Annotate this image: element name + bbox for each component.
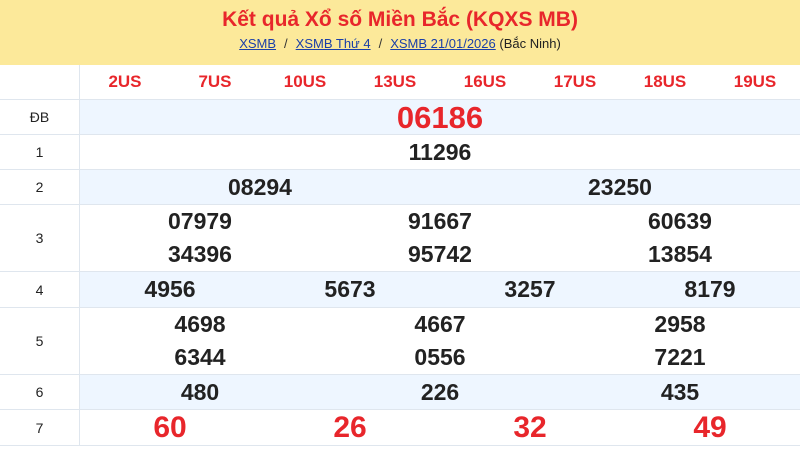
prize-label: 5	[0, 308, 80, 374]
prize-row: 4 4956 5673 3257 8179	[0, 272, 800, 308]
prize-code: 16US	[463, 72, 507, 91]
prize-code: 17US	[553, 72, 597, 91]
prize-number: 60	[153, 410, 187, 444]
prize-number: 34396	[168, 241, 232, 267]
prize-number: 3257	[504, 276, 556, 302]
prize-row: 5 4698 4667 2958 6344 0556 7221	[0, 308, 800, 375]
prize-number: 4698	[174, 311, 226, 337]
prize-number: 0556	[414, 344, 466, 370]
breadcrumb: XSMB / XSMB Thứ 4/XSMB 21/01/2026 (Bắc Nin…	[239, 36, 561, 51]
crumb-xsmb-thu4[interactable]: XSMB Thứ 4	[295, 36, 371, 51]
page-title: Kết quả Xổ số Miền Bắc (KQXS MB)	[222, 8, 578, 31]
crumb-xsmb[interactable]: XSMB	[239, 36, 277, 51]
prize-number: 13854	[648, 241, 712, 267]
prize-label: 4	[0, 272, 80, 307]
prize-number: 2958	[654, 311, 706, 337]
prize-number: 07979	[168, 208, 232, 234]
prize-number: 08294	[228, 173, 292, 200]
prize-number: 5673	[324, 276, 376, 302]
prize-code: 7US	[198, 72, 232, 91]
prize-number: 435	[660, 378, 700, 405]
prize-row: 1 11296	[0, 135, 800, 170]
prize-row: 3 07979 91667 60639 34396 95742 13854	[0, 205, 800, 272]
prize-number: 226	[420, 378, 460, 405]
prize-number: 32	[513, 410, 547, 444]
prize-code: 13US	[373, 72, 417, 91]
prize-number: 480	[180, 378, 220, 405]
prize-row: ĐB 06186	[0, 100, 800, 135]
codes-row: 2US 7US 10US 13US 16US 17US 18US 19US	[0, 65, 800, 100]
prize-code: 19US	[733, 72, 777, 91]
prize-number: 91667	[408, 208, 472, 234]
prize-label: 3	[0, 205, 80, 271]
prize-number: 23250	[588, 173, 652, 200]
page-header: Kết quả Xổ số Miền Bắc (KQXS MB) XSMB / XS…	[0, 0, 800, 65]
prize-number: 49	[693, 410, 727, 444]
prize-number: 4956	[144, 276, 196, 302]
prize-number: 8179	[684, 276, 736, 302]
prize-number: 26	[333, 410, 367, 444]
prize-label: 1	[0, 135, 80, 169]
prize-number: 4667	[414, 311, 466, 337]
prize-row: 6 480 226 435	[0, 375, 800, 410]
prize-number: 06186	[396, 100, 484, 135]
prize-label: ĐB	[0, 100, 80, 134]
prize-number: 60639	[648, 208, 712, 234]
prize-code: 10US	[283, 72, 327, 91]
prize-label: 6	[0, 375, 80, 409]
prize-row: 2 08294 23250	[0, 170, 800, 205]
prize-code: 18US	[643, 72, 687, 91]
prize-number: 6344	[174, 344, 226, 370]
prize-number: 7221	[654, 344, 706, 370]
region-label: (Bắc Ninh)	[499, 36, 561, 51]
prize-label: 2	[0, 170, 80, 204]
crumb-xsmb-date[interactable]: XSMB 21/01/2026	[390, 36, 496, 51]
prize-number: 95742	[408, 241, 472, 267]
prize-code: 2US	[108, 72, 142, 91]
prize-number: 11296	[408, 138, 472, 165]
prize-row: 7 60 26 32 49	[0, 410, 800, 446]
prize-label: 7	[0, 410, 80, 445]
